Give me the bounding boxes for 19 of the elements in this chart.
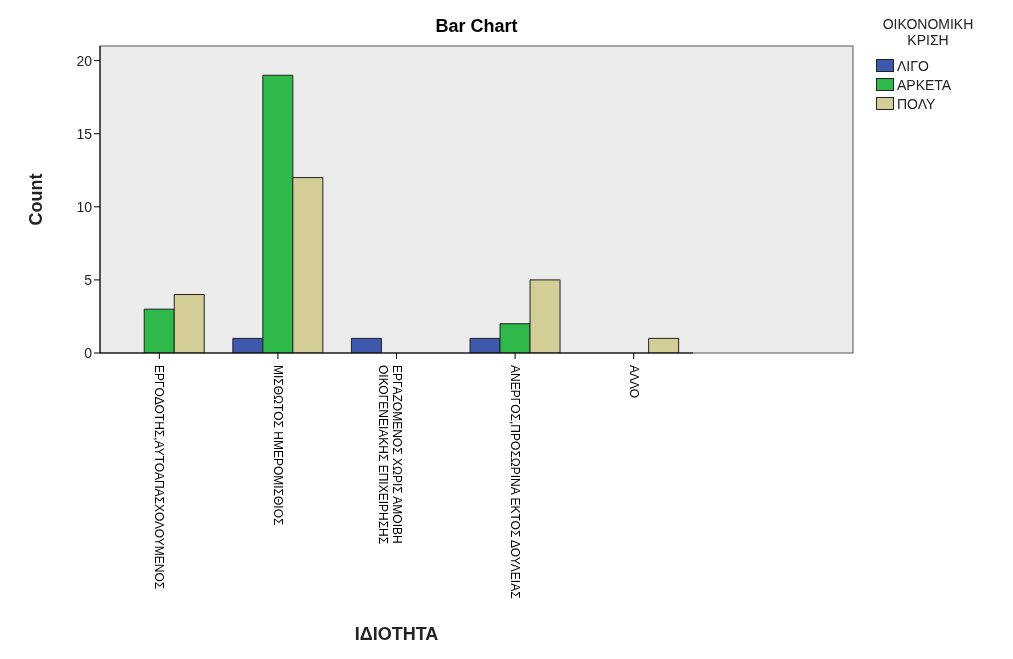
legend-label: ΑΡΚΕΤΑ	[897, 76, 952, 93]
x-tick-label: ΕΡΓΟΔΟΤΗΣ,ΑΥΤΟΑΠΑΣΧΟΛΟΥΜΕΝΟΣ	[152, 365, 167, 590]
y-tick-label: 5	[84, 271, 93, 288]
x-tick-label: ΑΛΛΟ	[626, 365, 641, 399]
legend-label: ΠΟΛΥ	[897, 95, 936, 112]
legend-label: ΛΙΓΟ	[897, 57, 929, 74]
x-tick-label: ΜΙΣΘΩΤΟΣ ΗΜΕΡΟΜΙΣΘΙΟΣ	[270, 365, 285, 526]
bar	[350, 337, 382, 353]
x-axis-title: ΙΔΙΟΤΗΤΑ	[354, 624, 439, 644]
chart-title: Bar Chart	[434, 16, 519, 37]
x-tick-label: ΕΡΓΑΖΟΜΕΝΟΣ ΧΩΡΙΣ ΑΜΟΙΒΗ ΟΙΚΟΓΕΝΕΙΑΚΗΣ ΕΠΙΧΕΙΡΗΣΗΣ	[375, 365, 404, 545]
bar	[648, 337, 680, 353]
y-tick-label: 20	[76, 52, 93, 69]
y-tick-label: 15	[76, 125, 93, 142]
y-tick-label: 0	[84, 344, 93, 361]
y-tick-label: 10	[76, 198, 93, 215]
y-axis-title: Count	[26, 173, 47, 226]
legend-title: ΟΙΚΟΝΟΜΙΚΗ ΚΡΙΣΗ	[881, 16, 975, 48]
x-tick-label: ΑΝΕΡΓΟΣ,ΠΡΟΣΩΡΙΝΑ ΕΚΤΟΣ ΔΟΥΛΕΙΑΣ	[508, 365, 523, 599]
